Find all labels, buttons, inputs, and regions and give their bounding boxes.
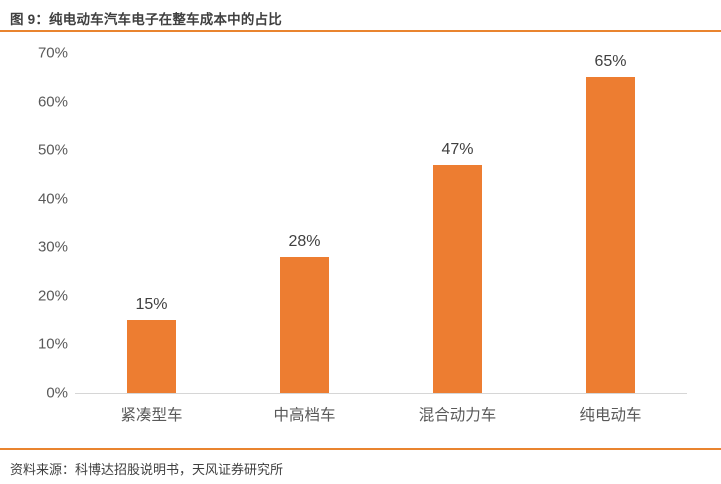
bar-chart: 0% 10% 20% 30% 40% 50% 60% 70% 15% 紧凑型车 28% 中高档车 47%… bbox=[0, 31, 721, 448]
x-category-label: 纯电动车 bbox=[579, 407, 642, 424]
bar-data-label: 65% bbox=[594, 53, 627, 71]
y-axis-tick-label: 40% bbox=[37, 190, 68, 208]
bar bbox=[586, 77, 635, 393]
title-divider bbox=[0, 30, 721, 32]
x-category-label: 混合动力车 bbox=[418, 407, 497, 424]
y-axis-tick-label: 20% bbox=[37, 287, 68, 305]
x-category-label: 紧凑型车 bbox=[120, 407, 183, 424]
bar bbox=[433, 164, 482, 393]
bar bbox=[127, 320, 176, 393]
y-axis-tick-label: 70% bbox=[37, 44, 68, 62]
y-axis-tick-label: 50% bbox=[37, 141, 68, 159]
y-axis-tick-label: 30% bbox=[37, 238, 68, 256]
bar-data-label: 15% bbox=[135, 296, 168, 314]
figure-title: 图 9：纯电动车汽车电子在整车成本中的占比 bbox=[10, 12, 282, 27]
y-axis-tick-label: 10% bbox=[37, 335, 68, 353]
x-category-label: 中高档车 bbox=[273, 407, 336, 424]
footer-divider bbox=[0, 448, 721, 450]
bar-data-label: 47% bbox=[441, 140, 474, 158]
y-axis-tick-label: 60% bbox=[37, 93, 68, 111]
bar bbox=[280, 257, 329, 393]
x-axis-line bbox=[75, 393, 687, 394]
source-note: 资料来源：科博达招股说明书，天风证券研究所 bbox=[10, 462, 284, 477]
y-axis-tick-label: 0% bbox=[46, 384, 68, 402]
bar-data-label: 28% bbox=[288, 233, 321, 250]
